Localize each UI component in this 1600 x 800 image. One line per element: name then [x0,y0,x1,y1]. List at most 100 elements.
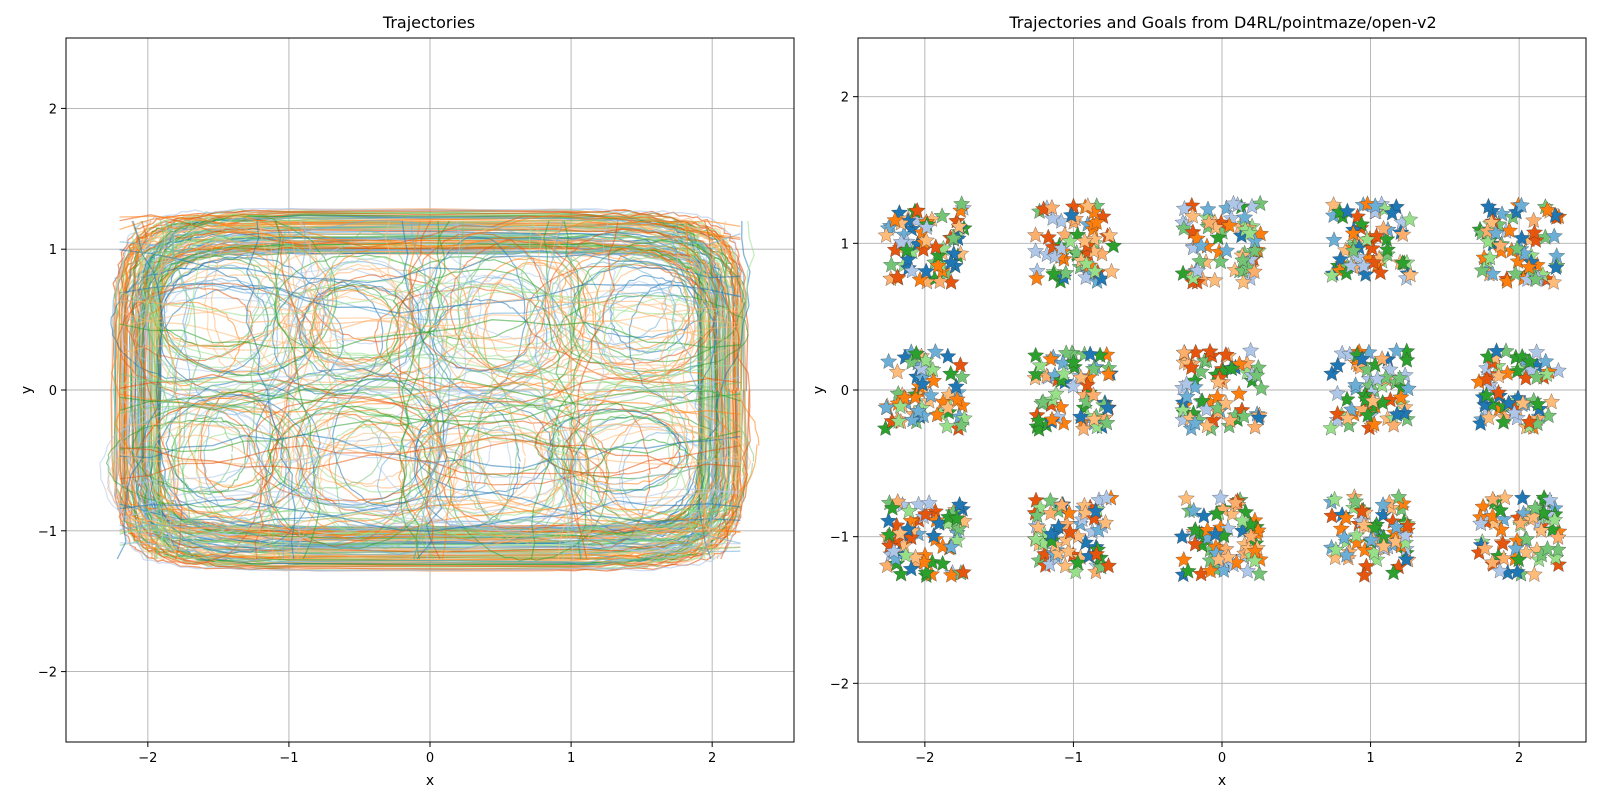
goal-star-marker [1034,393,1052,410]
goal-star-marker [1398,351,1416,368]
chart-title: Trajectories [382,13,475,32]
goal-star-marker [1326,490,1344,508]
goal-star-marker [1074,419,1093,437]
goals-chart: Trajectories and Goals from D4RL/pointma… [811,13,1587,789]
goal-star-marker [1481,248,1499,266]
goal-star-marker [1081,345,1099,362]
trajectory-line [119,389,741,423]
x-tick-label: 0 [1218,751,1226,766]
goal-star-marker [1027,530,1045,547]
goal-star-marker [1399,379,1417,397]
goal-star-marker [1057,264,1075,281]
trajectory-line [284,295,408,364]
trajectory-line [119,353,741,389]
goal-star-marker [1029,518,1047,535]
goal-star-marker [1223,359,1241,377]
goal-star-marker [942,538,960,555]
tick-labels: −2 −1 0 1 2 −2 −1 0 1 2 [38,102,716,766]
trajectory-line [483,262,585,407]
trajectory-line [397,220,441,560]
goal-star-marker [1096,513,1115,531]
trajectory-line [246,396,443,502]
goal-star-marker [1472,514,1490,532]
trajectory-line [685,220,727,560]
goal-star-marker [1490,367,1508,384]
goal-star-marker [938,417,956,434]
trajectory-line [119,284,741,321]
goal-star-marker [1173,527,1191,545]
trajectory-line [422,220,475,560]
goal-star-marker [1098,414,1116,431]
goal-star-marker [1331,250,1349,267]
goal-star-marker [1365,415,1383,432]
trajectory-line [620,431,712,524]
goal-star-marker [886,211,904,228]
goal-star-marker [1338,409,1357,426]
goal-star-marker [1543,520,1562,538]
goal-star-marker [1175,219,1193,236]
goal-star-marker [1175,550,1193,568]
goal-star-marker [1245,262,1263,280]
x-tick-label: −1 [279,751,298,766]
goal-star-marker [1086,262,1104,279]
goal-star-marker [1061,232,1079,249]
goal-star-marker [1491,501,1509,518]
trajectory-line [698,220,751,560]
goal-star-marker [1538,539,1557,557]
trajectory-line [278,279,467,357]
goal-star-marker [1059,542,1077,559]
goal-star-marker [1325,195,1343,213]
goal-star-marker [888,268,906,285]
trajectory-line [119,422,741,455]
goal-star-marker [1101,226,1119,243]
trajectory-line [267,220,320,560]
trajectory-line [442,281,545,395]
goal-star-marker [1078,376,1096,393]
goal-star-marker [1239,562,1257,579]
goal-star-marker [1366,203,1384,220]
goal-star-marker [1220,216,1238,234]
trajectory-line [385,268,574,420]
goal-star-marker [1246,418,1264,435]
trajectory-line [439,397,560,478]
trajectory-line [392,255,540,340]
goal-star-marker [1055,364,1073,382]
trajectory-line [309,283,399,381]
goal-star-marker [1099,399,1117,416]
goal-star-marker [891,397,909,415]
goal-star-marker [1357,557,1375,574]
x-axis-label: x [1218,773,1226,789]
goal-star-marker [1547,258,1565,276]
goal-star-marker [1246,552,1264,569]
goal-star-marker [1027,242,1045,259]
trajectory-line [119,319,741,349]
grid [858,38,1586,742]
goal-star-marker [903,262,921,279]
goal-star-marker [1088,213,1106,231]
goal-star-marker [1186,520,1204,538]
goal-star-marker [890,412,908,429]
goal-star-marker [1526,499,1544,516]
goal-star-marker [1353,502,1371,519]
goal-star-marker [1030,411,1048,429]
goal-star-marker [1387,518,1405,535]
goal-star-marker [1401,266,1419,283]
trajectory-line [125,286,254,362]
goal-star-marker [900,502,918,519]
goal-star-marker [1476,539,1494,557]
goal-star-marker [940,508,958,525]
trajectory-line [119,219,741,253]
goal-star-marker [1177,489,1195,507]
goal-star-marker [888,363,906,380]
goal-star-marker [1323,266,1341,283]
goal-star-marker [1218,241,1236,259]
goal-star-marker [944,229,962,246]
goal-star-marker [1042,504,1060,521]
goal-star-marker [914,240,932,258]
goal-star-marker [1235,407,1253,424]
goal-star-marker [1031,356,1049,373]
goal-star-marker [885,542,903,559]
goal-star-marker [911,270,929,288]
goal-star-marker [1328,384,1346,402]
goal-star-marker [918,218,936,235]
